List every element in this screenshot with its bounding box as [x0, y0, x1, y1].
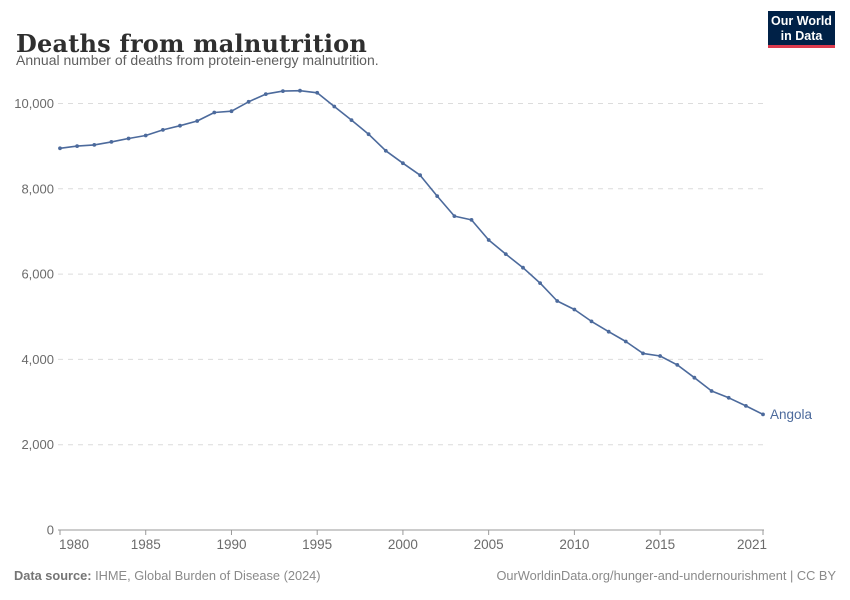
data-point[interactable]	[109, 140, 114, 144]
data-point[interactable]	[469, 218, 474, 222]
y-axis-tick-label: 2,000	[21, 437, 54, 452]
data-point[interactable]	[692, 375, 697, 380]
data-point[interactable]	[709, 389, 714, 393]
data-point[interactable]	[178, 123, 182, 128]
data-point[interactable]	[538, 281, 542, 285]
data-point[interactable]	[126, 136, 131, 141]
data-point[interactable]	[332, 104, 337, 109]
data-line-angola[interactable]	[59, 89, 764, 416]
data-point[interactable]	[161, 127, 165, 132]
chart-subtitle: Annual number of deaths from protein-ene…	[16, 52, 379, 68]
y-axis-tick-label: 4,000	[21, 352, 54, 367]
data-point[interactable]	[92, 143, 97, 147]
x-axis-tick-label: 2000	[388, 537, 418, 552]
data-point[interactable]	[366, 132, 371, 137]
y-axis-tick-label: 0	[47, 523, 54, 538]
data-point[interactable]	[623, 339, 628, 344]
data-point[interactable]	[452, 214, 457, 219]
x-axis-tick-label: 2021	[737, 537, 767, 552]
data-source-text: IHME, Global Burden of Disease (2024)	[91, 568, 321, 583]
data-point[interactable]	[435, 194, 440, 199]
data-point[interactable]	[58, 146, 62, 151]
owid-logo-line1: Our World	[771, 14, 832, 28]
data-point[interactable]	[521, 265, 525, 270]
data-point[interactable]	[641, 351, 645, 356]
x-axis-tick-label: 1980	[59, 537, 89, 552]
data-point[interactable]	[212, 110, 217, 115]
data-point[interactable]	[195, 119, 200, 123]
data-point[interactable]	[298, 88, 302, 93]
data-point[interactable]	[572, 307, 577, 312]
data-source-label: Data source:	[14, 568, 92, 583]
y-axis-tick-label: 8,000	[21, 181, 54, 196]
y-axis-tick-label: 6,000	[21, 267, 54, 282]
data-point[interactable]	[761, 412, 765, 417]
x-axis-tick-label: 2015	[645, 537, 675, 552]
data-point[interactable]	[675, 363, 680, 367]
data-point[interactable]	[281, 89, 285, 93]
data-point[interactable]	[658, 354, 662, 358]
x-axis-tick-label: 1985	[131, 537, 161, 552]
owid-logo[interactable]: Our World in Data	[768, 11, 835, 48]
data-point[interactable]	[606, 329, 611, 334]
data-point[interactable]	[75, 144, 79, 149]
data-point[interactable]	[744, 404, 748, 408]
data-point[interactable]	[263, 92, 268, 96]
data-point[interactable]	[143, 133, 148, 138]
data-point[interactable]	[401, 161, 405, 166]
data-point[interactable]	[418, 173, 422, 178]
data-source-note: Data source: IHME, Global Burden of Dise…	[14, 568, 321, 583]
data-point[interactable]	[383, 148, 388, 153]
data-point[interactable]	[246, 99, 251, 104]
data-point[interactable]	[229, 109, 234, 114]
data-point[interactable]	[726, 395, 731, 400]
x-axis-tick-label: 2010	[559, 537, 589, 552]
x-axis-tick-label: 1995	[302, 537, 332, 552]
data-point[interactable]	[486, 238, 491, 242]
y-axis-tick-label: 10,000	[14, 96, 54, 111]
data-point[interactable]	[349, 118, 354, 122]
data-point[interactable]	[589, 319, 594, 324]
data-point[interactable]	[555, 299, 560, 303]
data-point[interactable]	[315, 90, 320, 95]
series-label-angola[interactable]: Angola	[770, 407, 813, 422]
data-point[interactable]	[503, 252, 508, 256]
chart-footer: Data source: IHME, Global Burden of Dise…	[14, 568, 836, 583]
x-axis-tick-label: 2005	[474, 537, 504, 552]
x-axis-tick-label: 1990	[216, 537, 246, 552]
owid-logo-line2: in Data	[780, 29, 823, 43]
chart-title: Deaths from malnutrition	[16, 29, 368, 59]
owid-url-link[interactable]: OurWorldinData.org/hunger-and-undernouri…	[496, 568, 836, 583]
